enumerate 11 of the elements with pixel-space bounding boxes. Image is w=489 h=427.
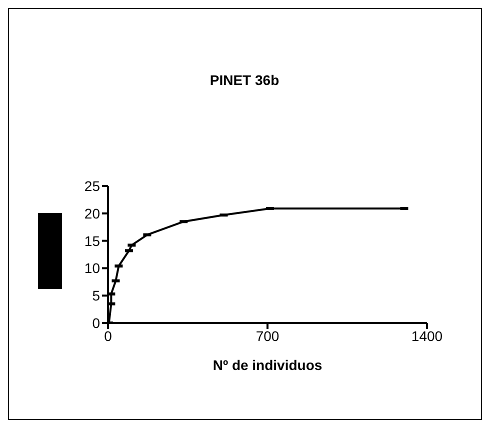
y-tick-label: 15 bbox=[84, 232, 100, 249]
x-tick-label: 700 bbox=[256, 328, 280, 344]
y-tick-label: 10 bbox=[84, 260, 100, 276]
x-tick-label: 0 bbox=[104, 328, 112, 344]
chart-title: PINET 36b bbox=[208, 72, 280, 88]
y-tick-label: 20 bbox=[84, 205, 100, 222]
y-tick-label: 5 bbox=[92, 288, 100, 304]
y-tick-label: 0 bbox=[92, 314, 100, 331]
y-tick-label: 25 bbox=[84, 178, 100, 194]
x-axis-title: Nº de individuos bbox=[212, 357, 324, 373]
x-tick-label: 1400 bbox=[411, 328, 443, 344]
